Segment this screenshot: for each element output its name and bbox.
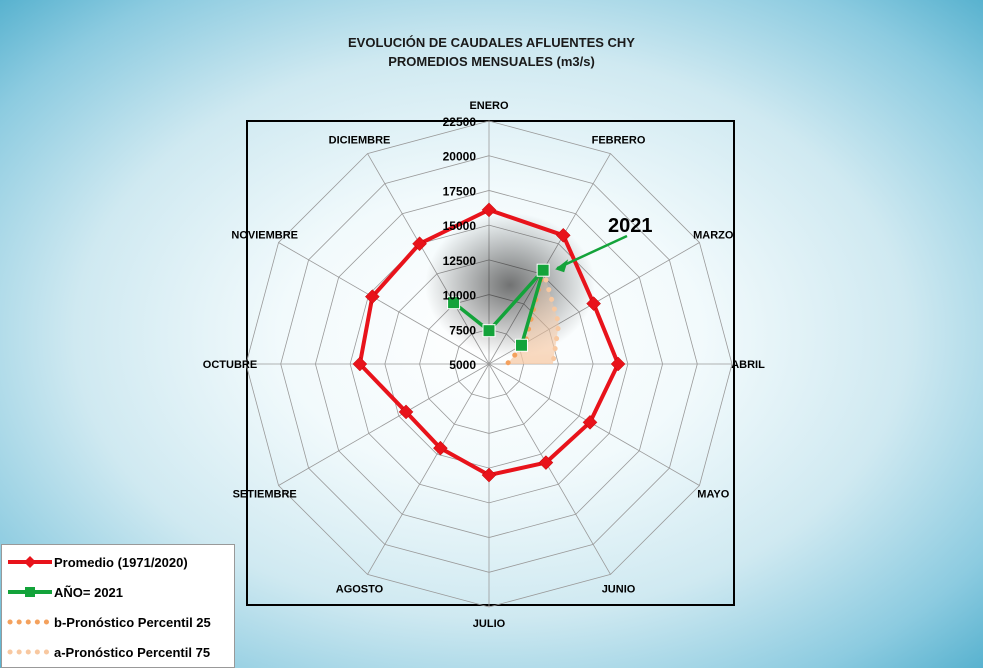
legend-label-promedio: Promedio (1971/2020) <box>54 554 188 570</box>
promedio-marker-1 <box>555 227 571 243</box>
annotation-arrow <box>556 234 628 270</box>
series-2021-marker-11 <box>447 296 461 310</box>
legend-label-p75: a-Pronóstico Percentil 75 <box>54 644 211 660</box>
legend-label-p25: b-Pronóstico Percentil 25 <box>54 614 211 630</box>
category-label-1: FEBRERO <box>592 135 646 147</box>
forecast-band <box>507 270 559 364</box>
annotation-arrowhead <box>555 259 569 273</box>
promedio-marker-3 <box>610 356 626 372</box>
promedio-marker-5 <box>538 455 554 470</box>
promedio-marker-4 <box>582 414 598 430</box>
promedio-marker-8 <box>398 404 414 420</box>
legend-item-promedio: Promedio (1971/2020) <box>6 552 188 572</box>
promedio-marker-6 <box>481 467 497 483</box>
legend-swatch-p25 <box>6 614 55 630</box>
tick-label-5: 17500 <box>443 184 477 198</box>
tick-label-6: 20000 <box>443 150 477 164</box>
series-p75-line <box>540 267 562 367</box>
chart-title: EVOLUCIÓN DE CAUDALES AFLUENTES CHY <box>348 35 635 50</box>
legend-item-2021: AÑO= 2021 <box>6 582 123 602</box>
spoke-8 <box>278 363 490 486</box>
category-label-11: DICIEMBRE <box>329 135 391 147</box>
legend-label-2021: AÑO= 2021 <box>54 584 124 600</box>
promedio-marker-2 <box>586 296 601 311</box>
spoke-7 <box>367 363 490 575</box>
legend: Promedio (1971/2020) AÑO= 2021 b-Pronóst… <box>1 544 235 668</box>
promedio-marker-11 <box>412 236 427 252</box>
tick-label-7: 22500 <box>443 115 477 129</box>
chart-subtitle: PROMEDIOS MENSUALES (m3/s) <box>388 54 595 69</box>
category-label-7: AGOSTO <box>336 583 384 595</box>
series-2021-marker-0 <box>482 324 496 338</box>
promedio-marker-10 <box>365 289 380 305</box>
category-label-8: SETIEMBRE <box>233 489 297 501</box>
category-label-3: ABRIL <box>731 359 765 371</box>
tick-label-2: 10000 <box>443 289 477 303</box>
spoke-5 <box>488 363 611 575</box>
legend-swatch-2021 <box>6 584 54 600</box>
promedio-marker-9 <box>352 356 368 372</box>
series-2021-marker-1 <box>536 263 550 277</box>
tick-label-0: 5000 <box>449 358 476 372</box>
legend-swatch-p75 <box>6 644 55 660</box>
tick-label-1: 7500 <box>449 323 476 337</box>
legend-item-p75: a-Pronóstico Percentil 75 <box>6 642 210 662</box>
category-label-10: NOVIEMBRE <box>231 230 298 242</box>
legend-item-p25: b-Pronóstico Percentil 25 <box>6 612 211 632</box>
series-2021-marker-2 <box>514 338 528 352</box>
tick-label-4: 15000 <box>443 219 477 233</box>
promedio-marker-0 <box>481 202 497 218</box>
category-label-4: MAYO <box>697 489 729 501</box>
category-label-6: JULIO <box>473 618 506 630</box>
category-label-0: ENERO <box>469 100 509 112</box>
promedio-marker-7 <box>433 440 448 456</box>
tick-label-3: 12500 <box>443 254 477 268</box>
series-2021-line <box>452 269 545 346</box>
legend-swatch-promedio <box>6 554 54 570</box>
category-label-2: MARZO <box>693 230 734 242</box>
annotation-label: 2021 <box>608 215 653 237</box>
category-label-5: JUNIO <box>602 583 636 595</box>
category-label-9: OCTUBRE <box>203 359 257 371</box>
spoke-10 <box>278 242 490 365</box>
